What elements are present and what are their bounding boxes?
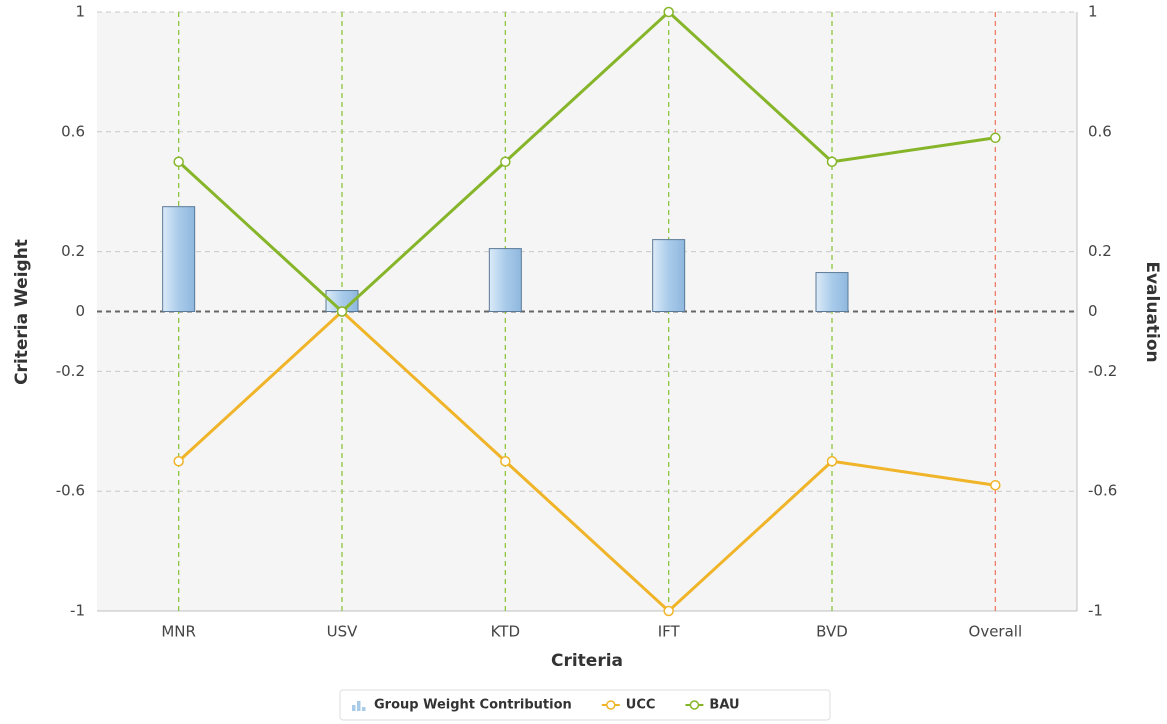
point (336, 306, 348, 317)
legend-box (339, 689, 831, 721)
point (826, 456, 838, 467)
y-tick-label: -0.2 (56, 362, 85, 380)
line (177, 9, 996, 314)
legend-icon (689, 700, 700, 710)
point (990, 479, 1001, 491)
point (173, 156, 184, 167)
x-tick-label: Overall (969, 623, 1023, 641)
point (500, 456, 511, 467)
bar (652, 239, 686, 312)
legend-label: UCC (626, 698, 656, 713)
point (663, 605, 674, 617)
legend-label: BAU (709, 698, 739, 713)
bar (162, 206, 196, 312)
y-tick-label: -1 (70, 602, 85, 620)
legend-label: Group Weight Contribution (374, 698, 572, 713)
y2-tick-label: -1 (1088, 602, 1103, 620)
point (826, 156, 838, 167)
y2-tick-label: 0.6 (1088, 122, 1112, 140)
x-tick-label: MNR (161, 623, 196, 641)
bar (815, 272, 849, 313)
point (173, 456, 184, 467)
y-tick-label: 0.2 (61, 242, 85, 260)
point (500, 156, 511, 167)
y-tick-label: 1 (75, 3, 85, 21)
legend-icon (606, 700, 616, 710)
y-tick-label: -0.6 (56, 482, 85, 500)
y2-axis-title: Evaluation (1142, 261, 1162, 362)
y-axis-title: Criteria Weight (12, 239, 32, 385)
y2-tick-label: -0.2 (1088, 362, 1117, 380)
y-tick-label: 0 (75, 302, 85, 320)
x-tick-label: USV (327, 623, 359, 641)
x-tick-label: KTD (491, 623, 520, 641)
legend-icon (352, 705, 356, 711)
point (990, 132, 1001, 144)
x-tick-label: BVD (816, 623, 848, 641)
point (663, 6, 674, 18)
x-axis-title: Criteria (551, 651, 623, 671)
bar (488, 248, 522, 312)
y2-tick-label: 0 (1088, 302, 1098, 320)
legend-icon (362, 707, 366, 711)
line (177, 309, 996, 614)
y2-tick-label: 1 (1088, 3, 1098, 21)
x-tick-label: IFT (658, 623, 681, 641)
y2-tick-label: -0.6 (1088, 482, 1117, 500)
y-tick-label: 0.6 (61, 122, 85, 140)
legend-icon (357, 701, 361, 711)
y2-tick-label: 0.2 (1088, 242, 1112, 260)
